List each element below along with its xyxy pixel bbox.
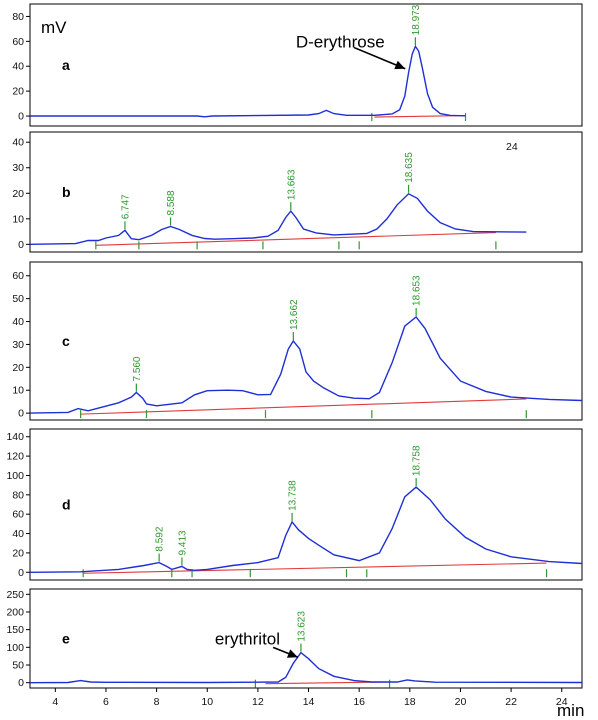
- peak-label: 18.653: [412, 275, 423, 306]
- annotation-arrow-head: [286, 649, 298, 658]
- y-tick-label: 40: [12, 528, 24, 540]
- y-tick-label: 250: [6, 589, 24, 601]
- panel-frame: [29, 131, 583, 253]
- y-tick-label: 120: [6, 451, 24, 463]
- panel-e: 0 50 100 150 200 250 e 13.623 erythritol: [6, 588, 583, 689]
- y-tick-label: 60: [12, 36, 24, 48]
- peak-label: 13.662: [289, 299, 300, 330]
- peak-label: 9.413: [177, 530, 188, 555]
- x-tick-label: 12: [252, 696, 264, 708]
- peak-label: 18.973: [411, 4, 422, 35]
- y-tick-label: 40: [12, 61, 24, 73]
- peak-label: 18.635: [404, 152, 415, 183]
- y-tick-label: 10: [12, 213, 24, 225]
- chromatogram-trace: [29, 651, 583, 684]
- y-tick-label: 30: [12, 339, 24, 351]
- x-tick-label: 18: [404, 696, 416, 708]
- y-tick-label: 100: [6, 470, 24, 482]
- y-tick-label: 200: [6, 606, 24, 618]
- panel-b: 0 10 20 30 40 b 6.747 8.588 13.663 18.635: [12, 131, 583, 253]
- chromatogram-trace: [30, 44, 466, 118]
- y-tick-label: 0: [18, 677, 24, 689]
- y-tick-label: 10: [12, 385, 24, 397]
- x-tick-label: 24: [556, 696, 568, 708]
- peak-label: 7.560: [132, 356, 143, 381]
- panel-frame: [29, 428, 583, 581]
- panel-frame: [29, 261, 583, 421]
- compound-annotation: erythritol: [215, 630, 280, 649]
- peak-label: 13.738: [288, 480, 299, 511]
- panel-letter: e: [62, 631, 70, 647]
- x-unit-label: min: [557, 701, 584, 720]
- y-tick-label: 80: [12, 11, 24, 23]
- x-tick-label: 6: [103, 696, 109, 708]
- panel-letter: a: [62, 57, 70, 73]
- peak-label: 6.747: [120, 194, 131, 219]
- y-tick-label: 0: [18, 408, 24, 420]
- y-tick-label: 20: [12, 547, 24, 559]
- panel-frame: [29, 3, 583, 127]
- x-tick-label: 8: [154, 696, 160, 708]
- y-tick-label: 0: [18, 111, 24, 123]
- y-tick-label: 0: [18, 567, 24, 579]
- peak-label: 13.623: [296, 611, 307, 642]
- y-tick-label: 60: [12, 509, 24, 521]
- chromatogram-trace: [29, 486, 583, 573]
- y-unit-label: mV: [41, 18, 67, 37]
- x-tick-label: 4: [52, 696, 58, 708]
- chromatogram-trace: [29, 192, 527, 245]
- annotation-arrow-head: [394, 60, 406, 70]
- y-tick-label: 40: [12, 316, 24, 328]
- y-tick-label: 150: [6, 624, 24, 636]
- panel-d: 0 20 40 60 80 100 120 140 d 8.592 9.413 13.738 18.75…: [6, 428, 583, 581]
- y-tick-label: 140: [6, 431, 24, 443]
- compound-annotation: D-erythrose: [296, 32, 385, 51]
- peak-label: 13.663: [286, 169, 297, 200]
- y-tick-label: 50: [12, 293, 24, 305]
- panel-frame: [29, 588, 583, 689]
- y-tick-label: 30: [12, 162, 24, 174]
- chromatogram-trace: [29, 316, 583, 414]
- panel-a: 0 20 40 60 80 a 18.973 D-erythrose: [12, 3, 583, 127]
- panel-letter: b: [62, 184, 71, 200]
- corner-number: 24: [506, 141, 518, 153]
- panel-c: 0 10 20 30 40 50 60 c 7.560 13.662 18.653: [12, 261, 583, 421]
- integration-baseline: [95, 232, 496, 246]
- panel-letter: c: [62, 333, 70, 349]
- y-tick-label: 0: [18, 239, 24, 251]
- peak-label: 8.592: [155, 526, 166, 551]
- y-tick-label: 80: [12, 489, 24, 501]
- y-tick-label: 100: [6, 642, 24, 654]
- y-tick-label: 40: [12, 137, 24, 149]
- x-tick-label: 10: [201, 696, 213, 708]
- peak-label: 18.758: [412, 445, 423, 476]
- x-tick-label: 16: [353, 696, 365, 708]
- x-tick-label: 14: [303, 696, 315, 708]
- y-tick-label: 20: [12, 362, 24, 374]
- x-tick-label: 22: [505, 696, 517, 708]
- y-tick-label: 50: [12, 660, 24, 672]
- y-tick-label: 20: [12, 86, 24, 98]
- shared-x-axis: 4 6 8 10 12 14 16 18 20 22 24: [52, 688, 568, 708]
- x-tick-label: 20: [455, 696, 467, 708]
- y-tick-label: 20: [12, 188, 24, 200]
- integration-baseline: [80, 398, 527, 415]
- peak-label: 8.588: [166, 190, 177, 215]
- integration-baseline: [83, 562, 547, 574]
- panel-letter: d: [62, 497, 71, 513]
- y-tick-label: 60: [12, 270, 24, 282]
